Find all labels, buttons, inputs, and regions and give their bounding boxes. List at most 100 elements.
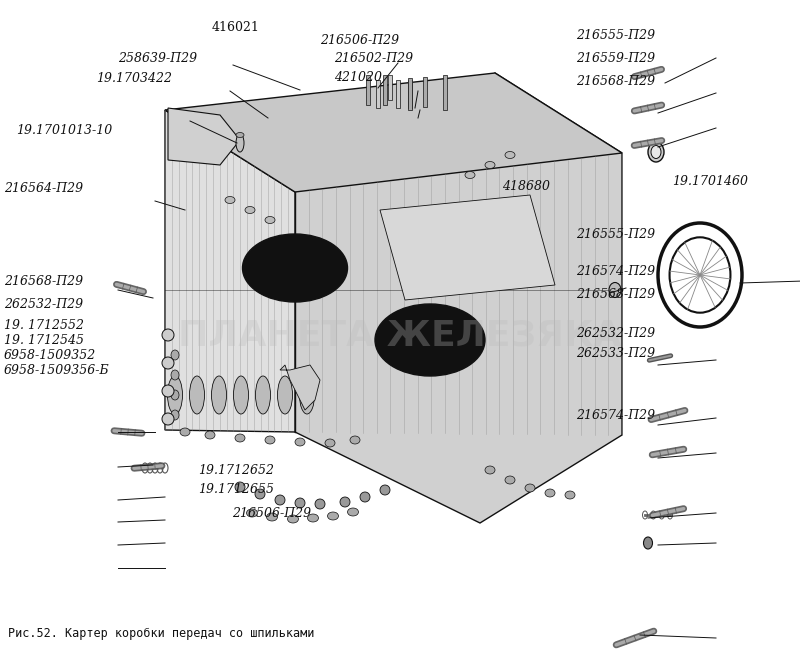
Text: 19.1703422: 19.1703422	[96, 72, 172, 85]
Text: 216555-П29: 216555-П29	[576, 29, 655, 43]
Polygon shape	[168, 108, 240, 165]
Ellipse shape	[265, 436, 275, 444]
Text: 216555-П29: 216555-П29	[576, 228, 655, 241]
Text: 262532-П29: 262532-П29	[4, 298, 83, 311]
Ellipse shape	[162, 413, 174, 425]
Text: 416021: 416021	[212, 21, 260, 34]
Bar	[376, 80, 380, 108]
Ellipse shape	[171, 370, 179, 380]
Ellipse shape	[180, 428, 190, 436]
Text: 216574-П29: 216574-П29	[576, 265, 655, 278]
Ellipse shape	[162, 329, 174, 341]
Bar	[366, 75, 370, 105]
Ellipse shape	[505, 152, 515, 158]
Ellipse shape	[242, 234, 347, 302]
Text: 216502-П29: 216502-П29	[334, 52, 414, 65]
Ellipse shape	[287, 515, 298, 523]
Text: 216506-П29: 216506-П29	[320, 34, 399, 47]
Ellipse shape	[246, 509, 258, 517]
Ellipse shape	[505, 476, 515, 484]
Ellipse shape	[360, 492, 370, 502]
Ellipse shape	[295, 438, 305, 446]
Ellipse shape	[315, 499, 325, 509]
Ellipse shape	[609, 283, 621, 298]
Text: 216568-П29: 216568-П29	[576, 288, 655, 301]
Bar	[423, 77, 427, 107]
Ellipse shape	[380, 485, 390, 495]
Ellipse shape	[171, 350, 179, 360]
Ellipse shape	[350, 436, 360, 444]
Ellipse shape	[278, 376, 293, 414]
Ellipse shape	[236, 134, 244, 152]
Ellipse shape	[299, 376, 314, 414]
Ellipse shape	[255, 489, 265, 499]
Bar	[443, 75, 447, 110]
Ellipse shape	[167, 376, 182, 414]
Text: 6958-1509356-Б: 6958-1509356-Б	[4, 364, 110, 377]
Text: 262532-П29: 262532-П29	[576, 327, 655, 340]
Text: 216568-П29: 216568-П29	[4, 275, 83, 288]
Text: 216568-П29: 216568-П29	[576, 75, 655, 88]
Bar	[383, 75, 387, 105]
Text: 262533-П29: 262533-П29	[576, 347, 655, 360]
Ellipse shape	[325, 439, 335, 447]
Text: 216559-П29: 216559-П29	[576, 52, 655, 65]
Ellipse shape	[340, 497, 350, 507]
Ellipse shape	[275, 495, 285, 505]
Ellipse shape	[327, 512, 338, 520]
Ellipse shape	[643, 537, 653, 549]
Ellipse shape	[525, 484, 535, 492]
Ellipse shape	[235, 434, 245, 442]
Polygon shape	[165, 73, 622, 192]
Text: 19.1712652: 19.1712652	[198, 464, 274, 477]
Ellipse shape	[171, 390, 179, 400]
Ellipse shape	[651, 145, 661, 158]
Ellipse shape	[485, 162, 495, 169]
Polygon shape	[380, 195, 555, 300]
Text: 19.1712655: 19.1712655	[198, 483, 274, 496]
Ellipse shape	[225, 196, 235, 203]
Ellipse shape	[162, 385, 174, 397]
Ellipse shape	[234, 376, 249, 414]
Text: 6958-1509352: 6958-1509352	[4, 349, 96, 362]
Ellipse shape	[347, 508, 358, 516]
Text: 216564-П29: 216564-П29	[4, 182, 83, 195]
Ellipse shape	[295, 498, 305, 508]
Text: 19.1701460: 19.1701460	[672, 175, 748, 188]
Ellipse shape	[565, 491, 575, 499]
Ellipse shape	[162, 357, 174, 369]
Ellipse shape	[236, 133, 244, 137]
Ellipse shape	[375, 304, 485, 376]
Ellipse shape	[245, 207, 255, 213]
Ellipse shape	[648, 142, 664, 162]
Ellipse shape	[205, 431, 215, 439]
Ellipse shape	[545, 489, 555, 497]
Text: 216506-П29: 216506-П29	[232, 507, 311, 520]
Bar	[408, 78, 412, 110]
Text: 258639-П29: 258639-П29	[118, 52, 198, 65]
Ellipse shape	[190, 376, 205, 414]
Ellipse shape	[465, 171, 475, 179]
Ellipse shape	[235, 482, 245, 492]
Text: Рис.52. Картер коробки передач со шпильками: Рис.52. Картер коробки передач со шпильк…	[8, 627, 314, 640]
Text: 421020: 421020	[334, 71, 382, 84]
Text: 19.1701013-10: 19.1701013-10	[16, 124, 112, 137]
Ellipse shape	[266, 513, 278, 521]
Text: 19. 1712545: 19. 1712545	[4, 334, 84, 347]
Ellipse shape	[211, 376, 226, 414]
Polygon shape	[165, 110, 295, 432]
Bar	[396, 80, 400, 108]
Ellipse shape	[485, 466, 495, 474]
Bar	[408, 80, 412, 108]
Ellipse shape	[265, 216, 275, 224]
Polygon shape	[295, 73, 622, 523]
Bar	[388, 75, 392, 100]
Text: 19. 1712552: 19. 1712552	[4, 319, 84, 332]
Text: ПЛАНЕТА ЖЕЛЕЗЯКА: ПЛАНЕТА ЖЕЛЕЗЯКА	[178, 318, 622, 352]
Ellipse shape	[307, 514, 318, 522]
Ellipse shape	[255, 376, 270, 414]
Text: 216574-П29: 216574-П29	[576, 409, 655, 422]
Text: 418680: 418680	[502, 180, 550, 193]
Polygon shape	[280, 365, 320, 410]
Ellipse shape	[171, 410, 179, 420]
